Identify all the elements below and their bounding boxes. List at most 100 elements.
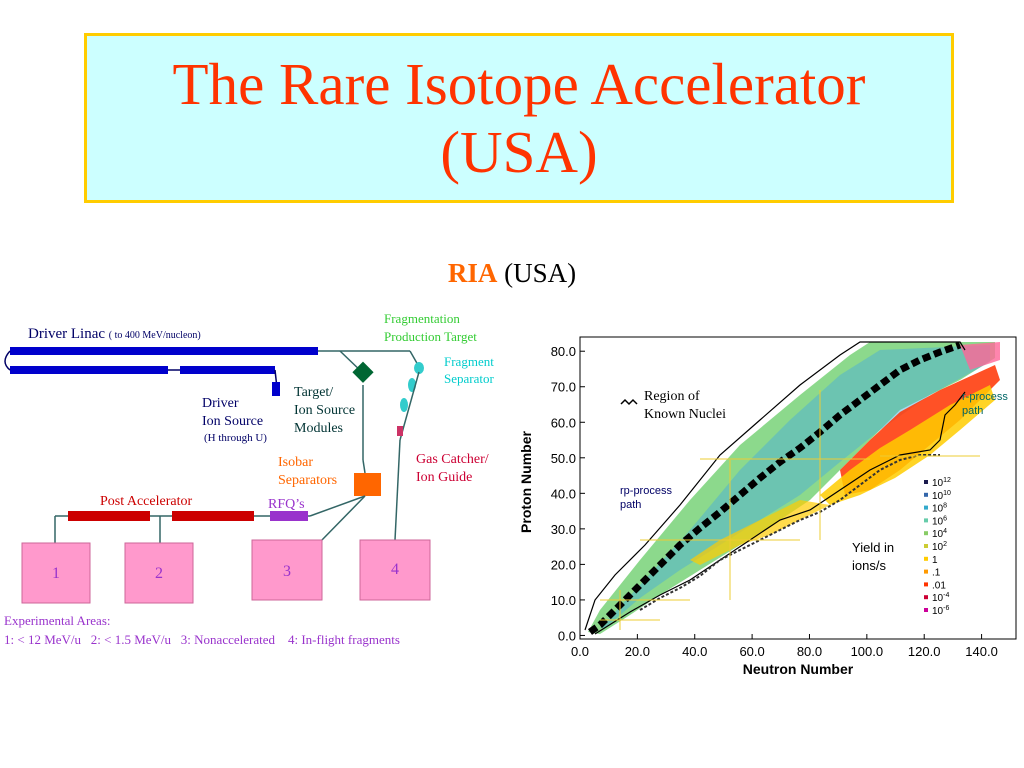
area-2 <box>124 542 194 604</box>
page-title: The Rare Isotope Accelerator (USA) <box>87 50 951 186</box>
plot-area <box>579 336 1017 640</box>
known-nuclei-label-2: Known Nuclei <box>644 407 726 422</box>
rfq-element <box>270 511 308 521</box>
subtitle-ria: RIA <box>447 258 498 288</box>
y-tick-label: 20.0 <box>551 557 576 572</box>
y-tick-label: 50.0 <box>551 451 576 466</box>
drip-line <box>639 454 940 611</box>
area-3 <box>251 539 323 601</box>
legend-swatch <box>924 492 928 497</box>
y-axis: 0.0 10.0 20.0 30.0 40.0 50.0 60.0 70.0 80.0 <box>551 344 585 643</box>
legend-swatch <box>924 505 928 510</box>
legend-label: 102 <box>932 541 947 553</box>
r-process-label-2: path <box>962 405 983 417</box>
y-tick-label: 30.0 <box>551 522 576 537</box>
x-tick-label: 20.0 <box>625 644 650 659</box>
y-tick-label: 10.0 <box>551 593 576 608</box>
legend-label: .01 <box>932 580 946 591</box>
subtitle-country: (USA) <box>497 258 577 288</box>
chart-background <box>515 325 1022 682</box>
x-axis: 0.0 20.0 40.0 60.0 80.0 100.0 120.0 140.0 <box>571 634 998 659</box>
facility-diagram: Driver Linac ( to 400 MeV/nucleon) Drive… <box>4 311 497 647</box>
band-rprocess-red <box>840 365 1000 495</box>
area-2-label: 2 <box>155 565 163 582</box>
post-acc-label: Post Accelerator <box>100 494 192 509</box>
known-nuclei-label-1: Region of <box>644 389 700 404</box>
band-inner <box>600 345 990 628</box>
legend-label: .1 <box>932 568 941 579</box>
known-nuclei-boundary-upper <box>584 341 966 631</box>
x-tick-label: 0.0 <box>571 644 589 659</box>
y-tick-label: 60.0 <box>551 415 576 430</box>
x-tick-label: 60.0 <box>739 644 764 659</box>
magic-number-lines <box>600 390 980 630</box>
y-axis-label: Proton Number <box>518 431 534 533</box>
legend-label: 104 <box>932 528 947 540</box>
yield-bands <box>588 342 1000 634</box>
target-label: Target/ Ion Source Modules <box>294 385 359 436</box>
post-acc-segment-2 <box>172 511 254 521</box>
isobar-label: Isobar Separators <box>278 455 337 488</box>
frag-target-label: Fragmentation Production Target <box>384 311 477 344</box>
band-outer <box>588 342 995 634</box>
driver-ion-label: Driver Ion Source (H through U) <box>202 396 267 444</box>
title-line-1: The Rare Isotope Accelerator <box>172 51 866 117</box>
area3-line <box>319 495 366 543</box>
area-3-label: 3 <box>283 563 291 580</box>
area-4-label: 4 <box>391 561 399 578</box>
area-4 <box>359 539 431 601</box>
legend-swatch <box>924 569 928 574</box>
legend-label: 108 <box>932 503 947 515</box>
isobar-feed-line <box>362 459 366 474</box>
frag-link <box>409 350 419 366</box>
stability-valley <box>587 341 962 635</box>
legend-label: 106 <box>932 515 947 527</box>
y-tick-label: 80.0 <box>551 344 576 359</box>
frag-beamline <box>399 371 420 441</box>
x-tick-label: 40.0 <box>682 644 707 659</box>
band-rprocess-yellow <box>820 385 995 505</box>
area4-line <box>394 439 401 541</box>
known-nuclei-boundary-lower <box>594 391 966 635</box>
driver-linac-lower-b <box>180 366 275 374</box>
legend-label: 10-6 <box>932 605 949 617</box>
subtitle: RIA (USA) <box>0 258 1024 289</box>
yield-label-1: Yield in <box>852 540 894 555</box>
x-tick-label: 100.0 <box>851 644 884 659</box>
area-1 <box>21 542 91 604</box>
area-1-label: 1 <box>52 565 60 582</box>
legend-label: 1 <box>932 555 938 566</box>
rfq-feed-line <box>309 495 366 517</box>
title-box: The Rare Isotope Accelerator (USA) <box>84 33 954 203</box>
driver-linac-upper <box>10 347 318 355</box>
legend-swatch <box>924 582 928 587</box>
isobar-separator <box>354 473 381 496</box>
rp-process-label-1: rp-process <box>620 485 672 497</box>
title-line-2: (USA) <box>440 119 598 185</box>
exp-areas-legend: 1: < 12 MeV/u 2: < 1.5 MeV/u 3: Nonaccel… <box>4 632 400 647</box>
band-pink <box>960 342 1000 370</box>
yield-label-2: ions/s <box>852 558 886 573</box>
y-tick-label: 70.0 <box>551 380 576 395</box>
legend-swatch <box>924 531 928 536</box>
x-tick-label: 80.0 <box>797 644 822 659</box>
target-module <box>352 361 374 383</box>
rp-process-label-2: path <box>620 499 641 511</box>
legend-swatch <box>924 608 928 612</box>
frag-sep-label: Fragment Separator <box>444 354 497 386</box>
x-tick-label: 140.0 <box>965 644 998 659</box>
gas-catcher-element <box>397 426 403 436</box>
legend-label: 1012 <box>932 477 951 489</box>
x-tick-label: 120.0 <box>908 644 941 659</box>
linac-return-bend <box>4 350 11 371</box>
legend-label: 1010 <box>932 490 951 502</box>
gas-catcher-label: Gas Catcher/ Ion Guide <box>416 452 492 485</box>
legend-swatch <box>924 556 928 561</box>
y-tick-label: 40.0 <box>551 486 576 501</box>
band-yellow-lower <box>690 500 830 565</box>
post-acc-segment-1 <box>68 511 150 521</box>
rfq-label: RFQ’s <box>268 497 305 512</box>
y-tick-label: 0.0 <box>558 628 576 643</box>
frag-target-element <box>414 362 424 374</box>
